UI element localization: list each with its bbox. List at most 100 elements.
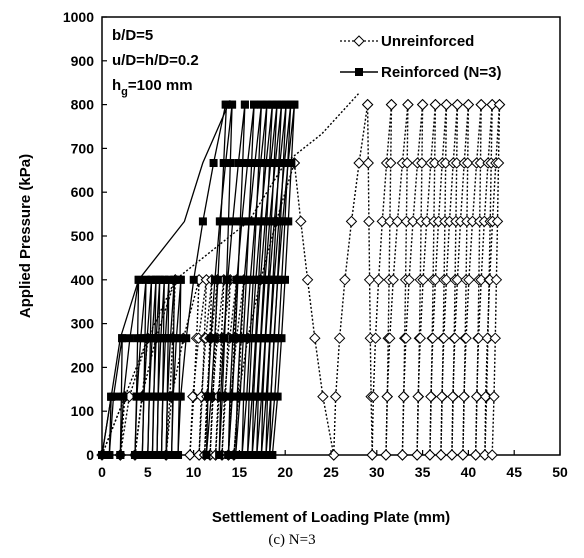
legend-marker-reinforced: [355, 68, 363, 76]
data-point: [148, 451, 157, 459]
data-point: [290, 100, 299, 109]
data-point: [491, 215, 504, 228]
data-point: [130, 451, 139, 459]
data-point: [367, 390, 380, 403]
data-point: [163, 392, 172, 401]
data-point: [440, 98, 453, 111]
annotation-hg: hg=100 mm: [112, 77, 193, 98]
data-point: [345, 215, 358, 228]
data-point: [450, 157, 463, 169]
data-point: [132, 392, 141, 401]
data-point: [384, 215, 396, 228]
load-cycle-line: [233, 162, 335, 456]
data-point: [250, 100, 259, 109]
data-point: [273, 275, 282, 284]
x-tick-label: 0: [98, 464, 106, 480]
data-point: [256, 217, 265, 226]
data-point: [216, 392, 225, 401]
data-point: [139, 392, 148, 401]
series-layer: [96, 93, 506, 461]
data-point: [228, 334, 237, 343]
annotation-ud: u/D=h/D=0.2: [112, 52, 199, 69]
data-point: [261, 334, 270, 343]
data-point: [239, 392, 248, 401]
data-point: [462, 98, 475, 111]
data-point: [162, 451, 171, 459]
data-point: [243, 159, 252, 168]
data-point: [265, 275, 274, 284]
data-point: [268, 100, 277, 109]
annotation-hg-h: h: [112, 77, 121, 94]
data-point: [457, 449, 469, 461]
data-point: [187, 390, 199, 403]
data-point: [245, 217, 254, 226]
x-tick-label: 25: [323, 464, 339, 480]
data-point: [152, 451, 161, 459]
data-point: [401, 157, 413, 169]
data-point: [317, 390, 329, 403]
data-point: [472, 332, 485, 344]
legend-label-reinforced: Reinforced (N=3): [381, 64, 501, 81]
data-point: [282, 100, 291, 109]
x-tick-label: 40: [461, 464, 477, 480]
data-point: [463, 274, 475, 286]
data-point: [435, 449, 447, 461]
data-point: [237, 217, 246, 226]
data-point: [333, 332, 346, 344]
data-point: [243, 451, 252, 459]
data-point: [372, 274, 385, 286]
data-point: [154, 392, 163, 401]
data-point: [252, 334, 261, 343]
y-tick-label: 200: [71, 359, 95, 375]
data-point: [391, 215, 404, 228]
data-point: [118, 334, 127, 343]
data-point: [265, 217, 274, 226]
y-tick-label: 300: [71, 316, 95, 332]
data-point: [281, 275, 290, 284]
data-point: [361, 98, 374, 111]
series-envelope-line: [101, 93, 360, 456]
data-point: [277, 334, 286, 343]
data-point: [417, 274, 429, 286]
data-point: [440, 274, 453, 286]
data-point: [251, 275, 260, 284]
data-point: [439, 157, 452, 169]
data-point: [270, 217, 279, 226]
data-point: [247, 334, 256, 343]
data-point: [209, 159, 218, 168]
data-point: [366, 449, 378, 461]
data-point: [427, 332, 439, 344]
data-point: [109, 392, 118, 401]
data-point: [125, 334, 134, 343]
y-tick-label: 1000: [63, 9, 94, 25]
data-point: [493, 98, 506, 111]
data-point: [396, 449, 409, 461]
data-point: [176, 392, 185, 401]
data-point: [240, 100, 249, 109]
data-point: [475, 274, 487, 286]
data-point: [222, 100, 231, 109]
data-point: [157, 451, 166, 459]
data-point: [257, 100, 266, 109]
data-point: [225, 392, 234, 401]
data-point: [228, 217, 237, 226]
data-point: [381, 390, 393, 403]
y-tick-label: 600: [71, 184, 95, 200]
data-point: [252, 451, 261, 459]
data-point: [486, 449, 498, 461]
data-point: [228, 100, 237, 109]
data-point: [400, 332, 412, 344]
data-point: [329, 390, 342, 403]
data-point: [287, 159, 296, 168]
x-tick-label: 20: [277, 464, 293, 480]
data-point: [136, 334, 145, 343]
data-point: [416, 157, 428, 169]
data-point: [198, 217, 207, 226]
data-point: [490, 274, 503, 286]
annotation-hg-subscript: g: [121, 86, 128, 98]
data-point: [428, 157, 441, 169]
data-point: [363, 274, 376, 286]
data-point: [260, 275, 269, 284]
data-point: [268, 451, 277, 459]
data-point: [257, 334, 266, 343]
